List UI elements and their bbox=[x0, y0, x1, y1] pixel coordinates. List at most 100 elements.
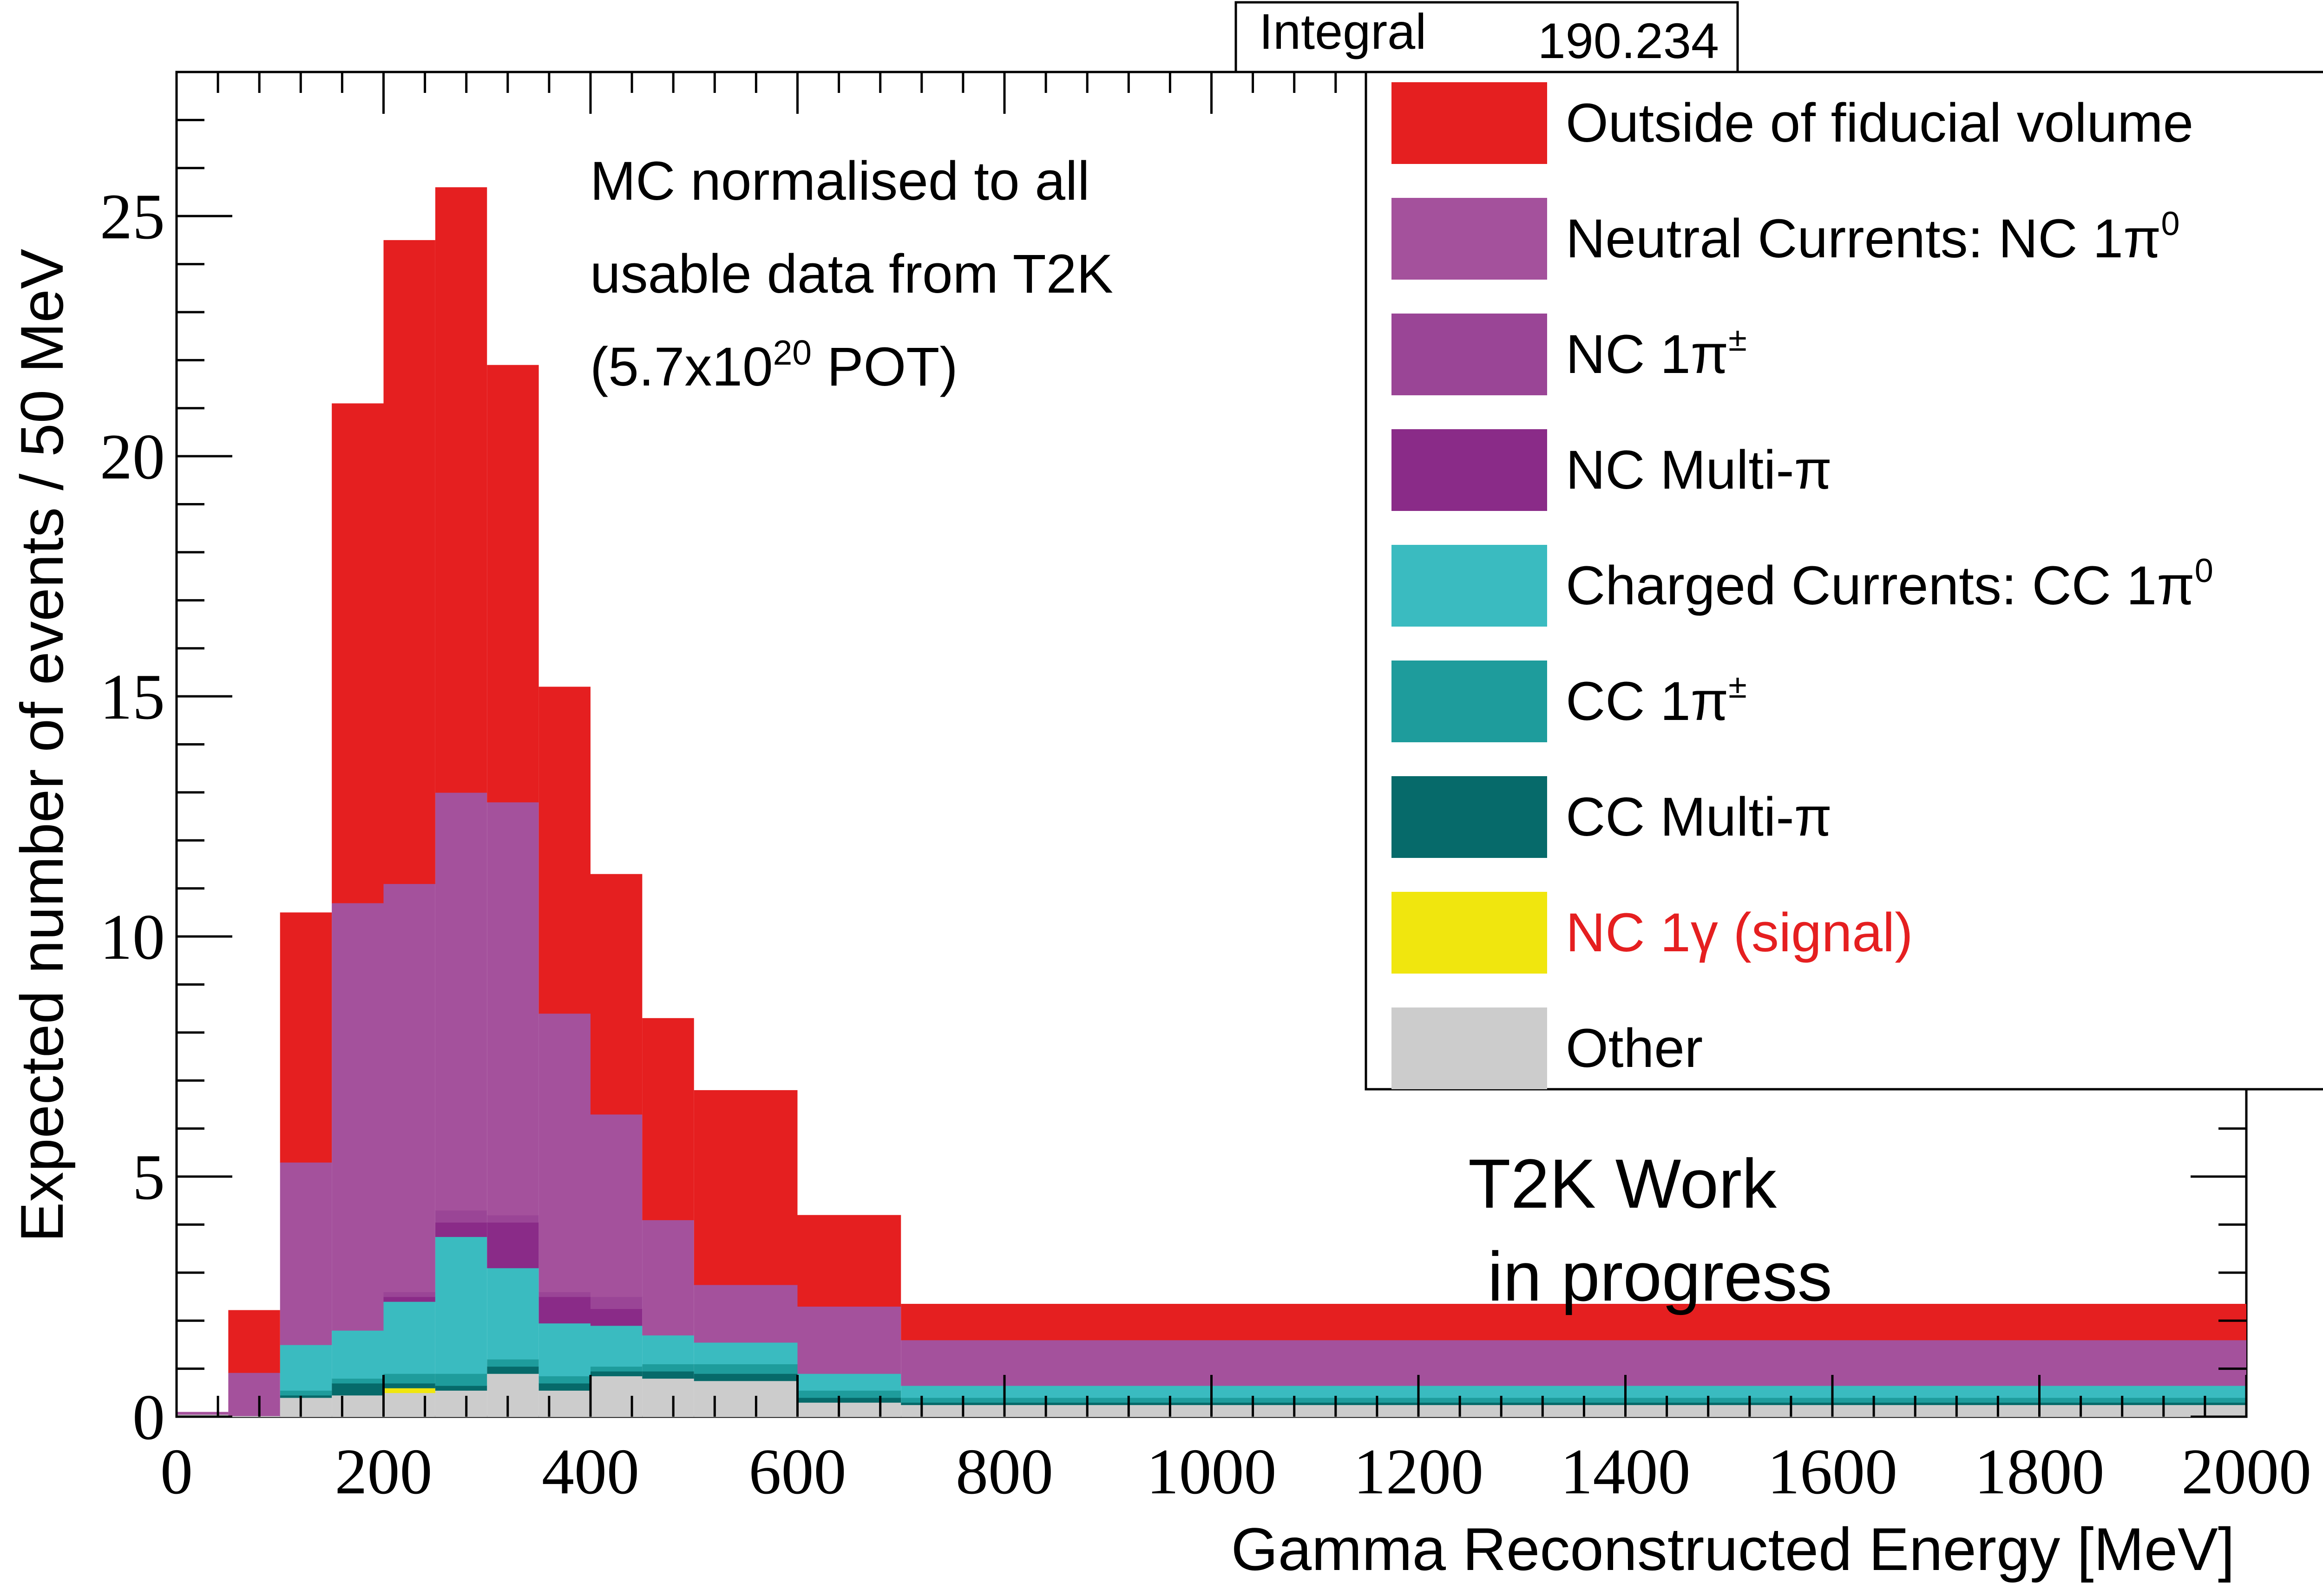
bar-charged-currents-cc-1-0-bin-11 bbox=[797, 1373, 901, 1391]
bar-outside-of-fiducial-volume-bin-3 bbox=[332, 403, 384, 903]
x-tick-label: 400 bbox=[542, 1436, 639, 1508]
bar-charged-currents-cc-1-0-bin-8 bbox=[591, 1325, 643, 1367]
bar-nc-multi--bin-6 bbox=[487, 1222, 539, 1269]
x-axis-label: Gamma Reconstructed Energy [MeV] bbox=[1231, 1515, 2235, 1583]
legend-label: Outside of fiducial volume bbox=[1566, 92, 2193, 154]
bar-cc-1--bin-10 bbox=[694, 1364, 798, 1374]
bar-nc-multi--bin-4 bbox=[383, 1296, 435, 1302]
bar-outside-of-fiducial-volume-bin-4 bbox=[383, 240, 435, 884]
legend-swatch bbox=[1391, 892, 1547, 974]
bar-outside-of-fiducial-volume-bin-11 bbox=[797, 1215, 901, 1307]
legend-label-text: Other bbox=[1566, 1018, 1703, 1079]
x-tick-label: 0 bbox=[160, 1436, 193, 1508]
bar-neutral-currents-nc-1-0-bin-10 bbox=[694, 1284, 798, 1343]
legend-label-sup: 0 bbox=[2195, 552, 2213, 589]
bar-outside-of-fiducial-volume-bin-5 bbox=[435, 187, 487, 793]
x-tick-label: 1400 bbox=[1561, 1436, 1691, 1508]
legend-label-sup: ± bbox=[1728, 321, 1747, 358]
bar-nc-1--bin-8 bbox=[591, 1296, 643, 1309]
y-tick-label: 15 bbox=[100, 661, 165, 733]
annotation-wip-line2: in progress bbox=[1468, 1237, 1832, 1315]
bar-other-bin-3 bbox=[332, 1395, 384, 1417]
bar-cc-multi--bin-3 bbox=[332, 1383, 384, 1396]
legend-label-text: Neutral Currents: NC 1π bbox=[1566, 208, 2161, 269]
bar-other-bin-13 bbox=[1211, 1405, 2246, 1417]
bar-nc-1--bin-4 bbox=[383, 1292, 435, 1297]
bar-other-bin-2 bbox=[280, 1397, 332, 1417]
bar-cc-multi--bin-11 bbox=[797, 1397, 901, 1403]
bar-outside-of-fiducial-volume-bin-12 bbox=[901, 1304, 1212, 1341]
bar-nc-multi--bin-5 bbox=[435, 1222, 487, 1237]
bar-other-bin-7 bbox=[538, 1390, 591, 1417]
y-tick-label: 0 bbox=[132, 1381, 165, 1453]
legend-label: Neutral Currents: NC 1π0 bbox=[1566, 205, 2180, 269]
bar-cc-1--bin-9 bbox=[642, 1364, 694, 1372]
y-tick-label: 10 bbox=[100, 901, 165, 973]
bar-other-bin-12 bbox=[901, 1405, 1212, 1417]
bar-charged-currents-cc-1-0-bin-12 bbox=[901, 1385, 1212, 1398]
bar-nc-1-signal--bin-4 bbox=[383, 1387, 435, 1393]
bar-cc-multi--bin-5 bbox=[435, 1385, 487, 1391]
stats-box-label: Integral bbox=[1259, 3, 1426, 59]
annotation-mc-line3-sup: 20 bbox=[773, 333, 812, 372]
legend-swatch bbox=[1391, 776, 1547, 858]
bar-charged-currents-cc-1-0-bin-13 bbox=[1211, 1385, 2246, 1398]
bar-outside-of-fiducial-volume-bin-2 bbox=[280, 912, 332, 1163]
x-tick-label: 200 bbox=[335, 1436, 433, 1508]
annotation-mc-line1: MC normalised to all bbox=[590, 150, 1089, 212]
bar-charged-currents-cc-1-0-bin-10 bbox=[694, 1342, 798, 1365]
legend-label: Other bbox=[1566, 1018, 1703, 1079]
bar-cc-1--bin-8 bbox=[591, 1366, 643, 1372]
bar-outside-of-fiducial-volume-bin-8 bbox=[591, 874, 643, 1115]
legend-label: CC Multi-π bbox=[1566, 786, 1832, 848]
bar-outside-of-fiducial-volume-bin-1 bbox=[228, 1310, 280, 1373]
legend-swatch bbox=[1391, 545, 1547, 627]
x-tick-label: 800 bbox=[956, 1436, 1053, 1508]
bar-outside-of-fiducial-volume-bin-9 bbox=[642, 1018, 694, 1220]
bar-cc-multi--bin-9 bbox=[642, 1371, 694, 1379]
bar-cc-multi--bin-6 bbox=[487, 1366, 539, 1374]
legend-label: NC 1γ (signal) bbox=[1566, 902, 1913, 963]
bar-other-bin-8 bbox=[591, 1376, 643, 1417]
x-tick-label: 1200 bbox=[1353, 1436, 1483, 1508]
bar-cc-multi--bin-2 bbox=[280, 1395, 332, 1398]
legend-label-text: Charged Currents: CC 1π bbox=[1566, 555, 2195, 616]
stats-box-value: 190.234 bbox=[1538, 13, 1719, 69]
x-tick-label: 2000 bbox=[2181, 1436, 2311, 1508]
x-tick-label: 1800 bbox=[1975, 1436, 2105, 1508]
bar-charged-currents-cc-1-0-bin-3 bbox=[332, 1330, 384, 1379]
bar-cc-1--bin-5 bbox=[435, 1373, 487, 1386]
legend-label-text: NC Multi-π bbox=[1566, 439, 1832, 501]
bar-other-bin-11 bbox=[797, 1402, 901, 1417]
bar-other-bin-9 bbox=[642, 1378, 694, 1417]
bar-cc-1--bin-6 bbox=[487, 1359, 539, 1367]
bar-other-bin-5 bbox=[435, 1390, 487, 1417]
bar-cc-multi--bin-8 bbox=[591, 1371, 643, 1376]
y-axis-label: Expected number of events / 50 MeV bbox=[8, 249, 76, 1242]
stats-box: Integral 190.234 bbox=[1234, 1, 1739, 73]
bar-outside-of-fiducial-volume-bin-6 bbox=[487, 365, 539, 803]
bar-nc-1--bin-6 bbox=[487, 1215, 539, 1223]
annotation-mc-line3-pre: (5.7x10 bbox=[590, 336, 773, 398]
legend-label: NC 1π± bbox=[1566, 321, 1747, 385]
bar-neutral-currents-nc-1-0-bin-3 bbox=[332, 903, 384, 1331]
bar-charged-currents-cc-1-0-bin-7 bbox=[538, 1323, 591, 1376]
bar-charged-currents-cc-1-0-bin-4 bbox=[383, 1301, 435, 1374]
legend-label-text: CC Multi-π bbox=[1566, 786, 1832, 848]
bar-cc-multi--bin-12 bbox=[901, 1402, 1212, 1405]
bar-outside-of-fiducial-volume-bin-7 bbox=[538, 687, 591, 1014]
legend-label-sup: ± bbox=[1728, 668, 1747, 705]
legend-swatch bbox=[1391, 82, 1547, 164]
bar-neutral-currents-nc-1-0-bin-2 bbox=[280, 1162, 332, 1345]
bar-charged-currents-cc-1-0-bin-9 bbox=[642, 1335, 694, 1365]
bar-other-bin-10 bbox=[694, 1380, 798, 1417]
bar-cc-1--bin-11 bbox=[797, 1390, 901, 1398]
bar-cc-1--bin-7 bbox=[538, 1376, 591, 1384]
annotation-mc-line3: (5.7x1020 POT) bbox=[590, 333, 958, 398]
legend-label-text: CC 1π bbox=[1566, 671, 1728, 732]
legend-label: NC Multi-π bbox=[1566, 439, 1832, 501]
bar-neutral-currents-nc-1-0-bin-1 bbox=[228, 1372, 280, 1416]
legend-swatch bbox=[1391, 429, 1547, 511]
legend-label-text: Outside of fiducial volume bbox=[1566, 92, 2193, 154]
bar-neutral-currents-nc-1-0-bin-8 bbox=[591, 1114, 643, 1297]
